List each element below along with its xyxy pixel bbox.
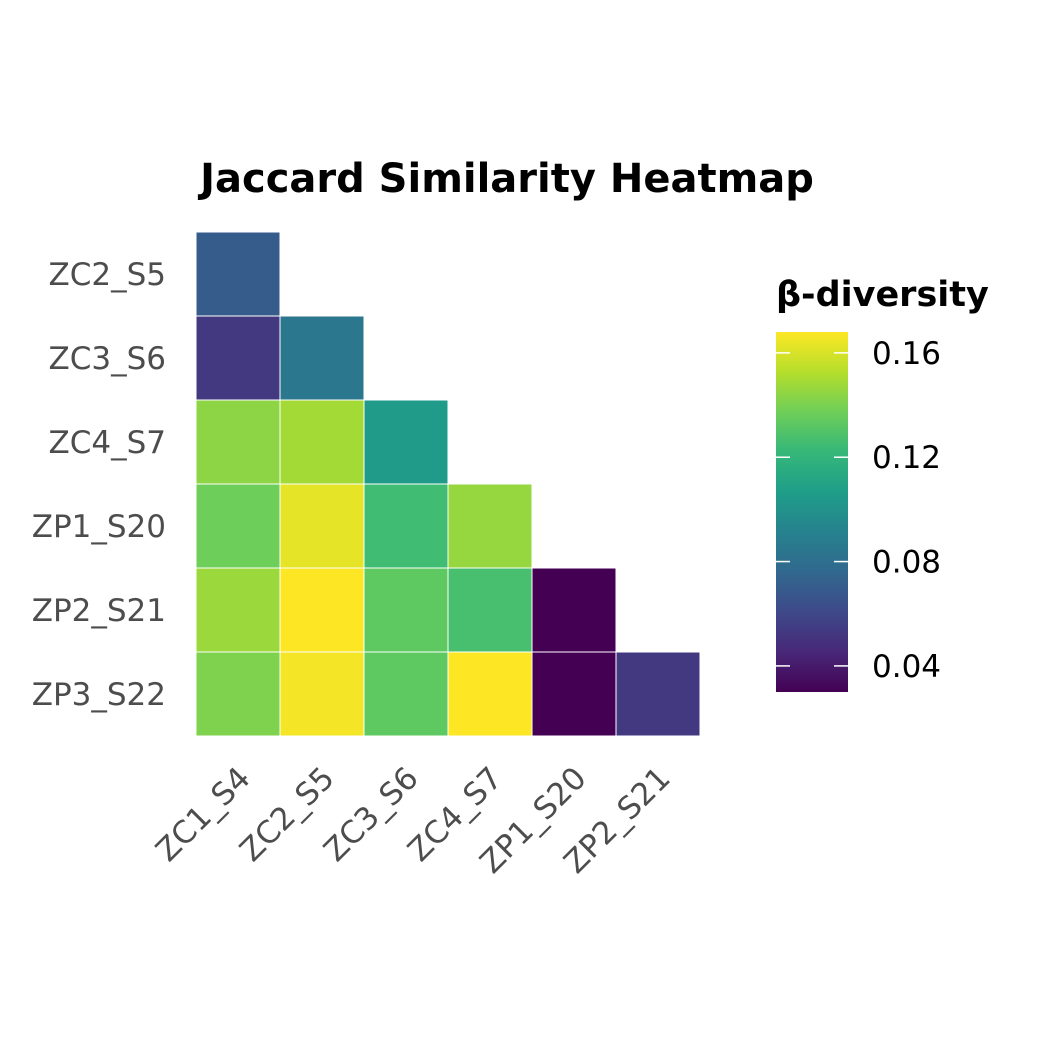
heatmap-cell-ZC4_S7-ZC1_S4 — [195, 399, 281, 485]
heatmap-cell-ZP2_S21-ZP1_S20 — [531, 567, 617, 653]
heatmap-cell-ZC4_S7-ZC2_S5 — [279, 399, 365, 485]
y-axis-tick-labels: ZC2_S5 ZC3_S6 ZC4_S7 ZP1_S20 ZP2_S21 ZP3_S22 — [32, 257, 166, 713]
heatmap-cell-ZP1_S20-ZC2_S5 — [279, 483, 365, 569]
heatmap-cell-ZP3_S22-ZC2_S5 — [279, 651, 365, 737]
heatmap-cell-ZC3_S6-ZC1_S4 — [195, 315, 281, 401]
heatmap-cell-ZP3_S22-ZC3_S6 — [363, 651, 449, 737]
legend-tick-label: 0.04 — [872, 649, 941, 685]
heatmap-cell-ZP2_S21-ZC3_S6 — [363, 567, 449, 653]
legend-ticks: 0.04 0.08 0.12 0.16 — [776, 336, 941, 685]
heatmap-cell-ZP1_S20-ZC4_S7 — [447, 483, 533, 569]
heatmap-cell-ZP2_S21-ZC1_S4 — [195, 567, 281, 653]
legend-tick-label: 0.16 — [872, 336, 941, 372]
legend-title: β-diversity — [776, 275, 989, 315]
heatmap-cell-ZP3_S22-ZC1_S4 — [195, 651, 281, 737]
heatmap-cell-ZC2_S5-ZC1_S4 — [195, 231, 281, 317]
y-tick-label: ZC2_S5 — [48, 257, 166, 293]
legend-colorbar — [776, 332, 848, 692]
heatmap-cell-ZP1_S20-ZC3_S6 — [363, 483, 449, 569]
heatmap-cell-ZC4_S7-ZC3_S6 — [363, 399, 449, 485]
heatmap-cell-ZP3_S22-ZP2_S21 — [615, 651, 701, 737]
heatmap-cell-ZP3_S22-ZP1_S20 — [531, 651, 617, 737]
y-tick-label: ZP3_S22 — [32, 677, 166, 713]
heatmap-cell-ZC3_S6-ZC2_S5 — [279, 315, 365, 401]
heatmap-cell-ZP3_S22-ZC4_S7 — [447, 651, 533, 737]
y-tick-label: ZP1_S20 — [32, 509, 166, 545]
heatmap-cells — [195, 231, 701, 737]
heatmap-cell-ZP2_S21-ZC4_S7 — [447, 567, 533, 653]
legend-tick-label: 0.08 — [872, 545, 941, 581]
y-tick-label: ZC4_S7 — [48, 425, 166, 461]
heatmap-cell-ZP1_S20-ZC1_S4 — [195, 483, 281, 569]
y-tick-label: ZC3_S6 — [48, 341, 166, 377]
y-tick-label: ZP2_S21 — [32, 593, 166, 629]
color-legend: β-diversity 0.04 0.08 0.12 0.16 — [776, 275, 989, 692]
legend-tick-label: 0.12 — [872, 440, 941, 476]
chart-title: Jaccard Similarity Heatmap — [197, 156, 814, 202]
heatmap-cell-ZP2_S21-ZC2_S5 — [279, 567, 365, 653]
